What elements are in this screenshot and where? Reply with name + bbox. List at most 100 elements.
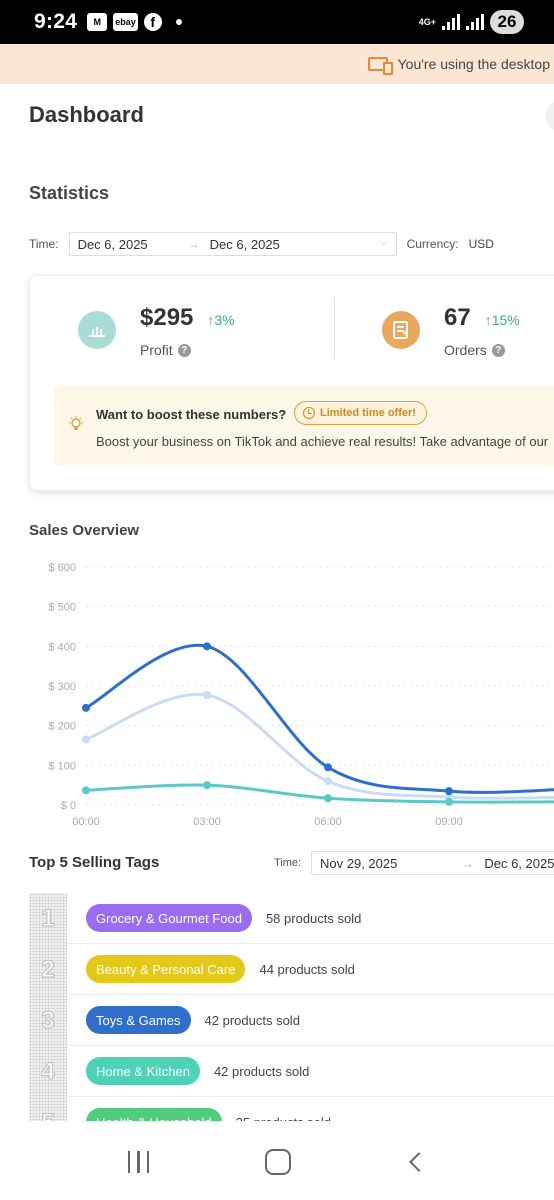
profit-label: Profit: [140, 342, 173, 358]
desktop-icon: [367, 57, 393, 75]
profit-value: $295: [140, 304, 194, 331]
tag-rank: 2: [29, 944, 67, 995]
tag-pill[interactable]: Home & Kitchen: [86, 1057, 200, 1085]
y-tick-label: $ 400: [48, 641, 76, 653]
clock-icon: [303, 407, 315, 419]
x-tick-label: 03:00: [193, 816, 221, 828]
arrow-right-icon: →: [461, 855, 475, 871]
tag-rank: 3: [29, 995, 67, 1046]
top-tags-list: 1 Grocery & Gourmet Food 58 products sold 2…: [29, 893, 554, 1121]
y-tick-label: $ 0: [61, 800, 76, 812]
stats-card: $295 ↑3% Profit? 67 ↑15% Orders? Want to b…: [29, 275, 554, 491]
status-bar: 9:24 M ebay f 4G+ 26: [0, 0, 554, 44]
data-point: [324, 777, 332, 786]
header-action-button[interactable]: [545, 101, 554, 131]
currency-label: Currency:: [406, 237, 459, 251]
help-icon[interactable]: ?: [491, 343, 505, 357]
sales-overview-chart: $ 600 $ 500 $ 400 $ 300 $ 200 $ 100 $ 0 00:00 03…: [48, 562, 554, 828]
tag-rank: 4: [29, 1046, 67, 1097]
tags-time-label: Time:: [274, 857, 302, 869]
statistics-filters: Time: Dec 6, 2025 → Dec 6, 2025 ⌵ Curren…: [29, 232, 494, 256]
data-point: [203, 781, 211, 790]
data-point: [445, 797, 453, 806]
gmail-icon: M: [87, 13, 108, 31]
x-tick-label: 09:00: [435, 816, 463, 828]
signal-icon: [442, 14, 460, 30]
status-time: 9:24: [34, 10, 78, 33]
y-tick-label: $ 600: [48, 562, 76, 574]
tag-count: 58 products sold: [265, 910, 362, 926]
data-point: [203, 642, 211, 651]
facebook-icon: f: [143, 13, 162, 31]
page-title: Dashboard: [29, 102, 144, 127]
back-button[interactable]: [409, 1152, 430, 1172]
tag-pill[interactable]: Beauty & Personal Care: [86, 955, 246, 983]
sales-overview-title: Sales Overview: [29, 522, 140, 539]
y-tick-label: $ 500: [48, 602, 76, 614]
tag-row: 2 Beauty & Personal Care 44 products sold: [29, 944, 554, 995]
series-line: [85, 643, 554, 794]
orders-stat: 67 ↑15% Orders?: [382, 304, 520, 358]
end-date: Dec 6, 2025: [209, 236, 280, 252]
signal-icon-2: [466, 14, 484, 30]
data-point: [324, 763, 332, 772]
tag-pill[interactable]: Grocery & Gourmet Food: [86, 904, 252, 932]
tag-row: 5 Health & Household 35 products sold: [29, 1097, 554, 1121]
tag-row: 4 Home & Kitchen 42 products sold: [29, 1046, 554, 1097]
tag-rank: 1: [29, 893, 67, 944]
battery-indicator: 26: [490, 10, 524, 34]
tag-pill[interactable]: Health & Household: [86, 1108, 222, 1121]
top-tags-title: Top 5 Selling Tags: [29, 854, 160, 871]
date-range-picker[interactable]: Dec 6, 2025 → Dec 6, 2025 ⌵: [68, 232, 397, 256]
tag-rank: 5: [29, 1097, 67, 1121]
start-date: Dec 6, 2025: [77, 236, 148, 252]
more-notifications-icon: [175, 19, 182, 25]
time-label: Time:: [29, 237, 59, 251]
tag-row: 1 Grocery & Gourmet Food 58 products sold: [29, 893, 554, 944]
orders-change: ↑15%: [484, 312, 520, 328]
tags-start-date: Nov 29, 2025: [320, 855, 398, 871]
bar-chart-icon: [78, 311, 116, 349]
statistics-title: Statistics: [29, 183, 110, 203]
system-nav-bar: [0, 1124, 554, 1200]
profit-stat: $295 ↑3% Profit?: [78, 304, 235, 358]
recent-apps-button[interactable]: [127, 1151, 150, 1173]
chevron-down-icon: ⌵: [379, 237, 388, 248]
network-type: 4G+: [418, 16, 436, 27]
currency-value[interactable]: USD: [468, 237, 494, 251]
tags-date-range-picker[interactable]: Nov 29, 2025 → Dec 6, 2025: [311, 851, 554, 875]
tags-end-date: Dec 6, 2025: [484, 855, 554, 871]
tag-count: 42 products sold: [213, 1063, 310, 1079]
data-point: [324, 794, 332, 803]
series-line: [85, 692, 554, 800]
help-icon[interactable]: ?: [177, 343, 191, 357]
orders-label: Orders: [444, 342, 487, 358]
data-point: [82, 786, 90, 795]
data-point: [203, 691, 211, 700]
data-point: [82, 735, 90, 744]
ebay-icon: ebay: [113, 13, 138, 31]
offer-text: Limited time offer!: [320, 407, 416, 419]
lightbulb-icon: [69, 416, 83, 430]
y-tick-label: $ 300: [48, 681, 76, 693]
y-tick-label: $ 200: [48, 721, 76, 733]
data-point: [445, 787, 453, 796]
y-tick-label: $ 100: [48, 760, 76, 772]
limited-offer-badge[interactable]: Limited time offer!: [294, 401, 427, 425]
tag-row: 3 Toys & Games 42 products sold: [29, 995, 554, 1046]
tag-count: 44 products sold: [259, 961, 355, 977]
tag-count: 42 products sold: [204, 1012, 300, 1028]
promo-box[interactable]: Want to boost these numbers? Limited tim…: [54, 386, 554, 466]
promo-text: Boost your business on TikTok and achiev…: [96, 434, 549, 449]
promo-title: Want to boost these numbers?: [96, 407, 287, 422]
x-tick-label: 00:00: [72, 816, 100, 828]
desktop-mode-banner[interactable]: You're using the desktop: [0, 44, 554, 84]
orders-value: 67: [444, 304, 471, 331]
tag-count: 35 products sold: [236, 1115, 331, 1122]
orders-icon: [382, 311, 420, 349]
notification-icons: M ebay f: [87, 13, 182, 31]
tag-pill[interactable]: Toys & Games: [86, 1006, 191, 1034]
home-button[interactable]: [264, 1149, 291, 1175]
stat-divider: [334, 298, 335, 358]
banner-text: You're using the desktop: [397, 56, 550, 72]
